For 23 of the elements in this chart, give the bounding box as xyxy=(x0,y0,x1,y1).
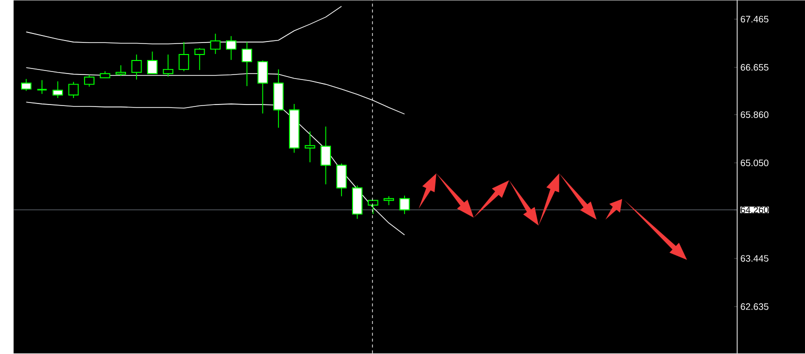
y-tick-label: 64.260 xyxy=(740,206,768,214)
y-tick-label: 65.050 xyxy=(740,160,768,166)
candlestick xyxy=(68,82,79,99)
candlestick xyxy=(368,200,378,215)
candlestick xyxy=(210,33,221,55)
candlestick xyxy=(162,54,174,78)
candlestick xyxy=(178,42,190,72)
y-tick-label: 62.635 xyxy=(740,303,768,310)
candlestick xyxy=(52,81,63,99)
candlestick xyxy=(194,48,205,71)
candlestick xyxy=(36,80,48,94)
candlestick xyxy=(21,78,32,92)
candlestick xyxy=(116,64,126,77)
candlestick xyxy=(84,74,94,88)
y-tick-label: 66.655 xyxy=(740,64,768,71)
y-tick-label: 65.860 xyxy=(740,112,768,118)
y-tick-label: 63.445 xyxy=(740,255,768,262)
candlestick xyxy=(399,195,410,215)
candlestick xyxy=(131,54,142,80)
candlestick xyxy=(320,126,331,185)
candlestick xyxy=(336,163,347,197)
y-tick-label: 67.465 xyxy=(740,16,768,23)
candlestick xyxy=(304,131,316,163)
